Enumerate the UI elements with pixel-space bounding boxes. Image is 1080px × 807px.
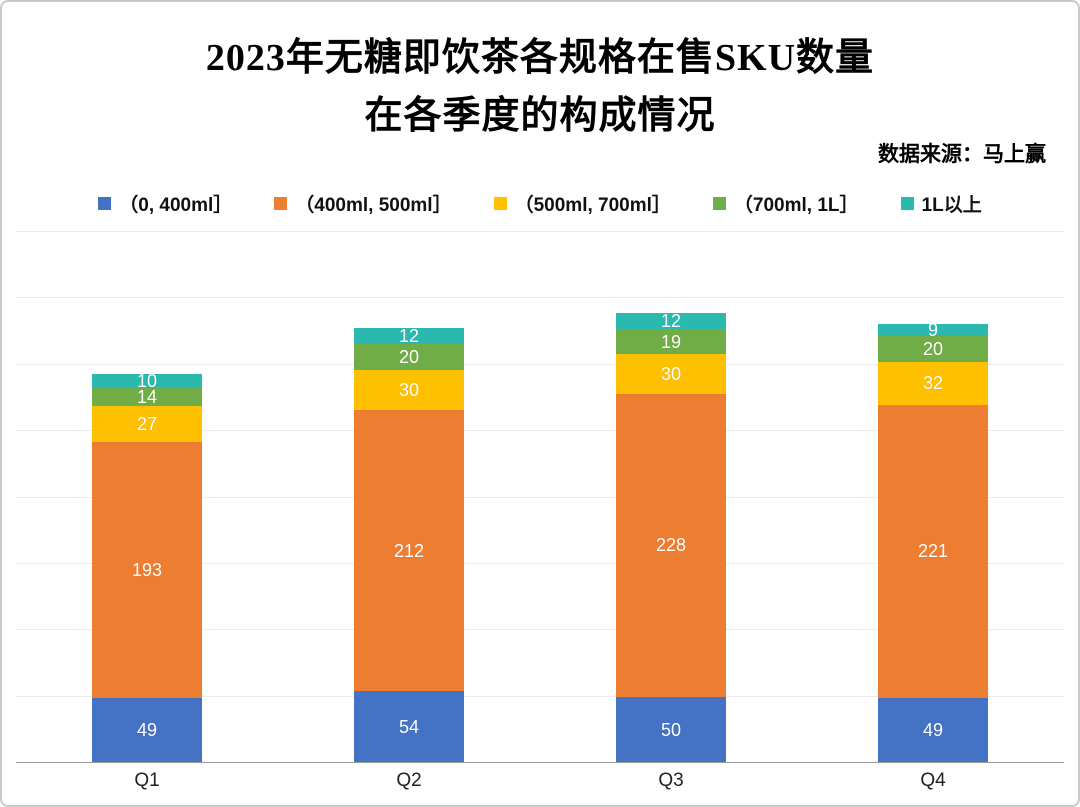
bar-value-label: 30 <box>660 364 682 385</box>
bar-value-label: 27 <box>136 413 158 434</box>
bar-segment: 49 <box>878 697 988 763</box>
bar-segment: 19 <box>616 328 726 355</box>
bar-value-label: 10 <box>136 370 158 391</box>
bar-value-label: 49 <box>922 720 944 741</box>
bar-segment: 27 <box>92 405 202 442</box>
bar-segment: 221 <box>878 404 988 698</box>
bar-segment: 30 <box>616 354 726 394</box>
x-axis-labels: Q1 Q2 Q3 Q4 <box>16 770 1064 792</box>
legend-swatch-icon <box>712 197 726 210</box>
bar-value-label: 12 <box>660 310 682 331</box>
bar-value-label: 19 <box>660 331 682 352</box>
gridline <box>16 231 1064 232</box>
bar-segment: 12 <box>616 310 726 331</box>
bar-value-label: 20 <box>922 338 944 359</box>
bar-value-label: 12 <box>398 325 420 346</box>
bars-container: 49 193 27 14 10 54 212 30 20 12 50 228 30 19 12 49 221 32… <box>16 232 1064 763</box>
legend-swatch-icon <box>493 197 507 210</box>
legend-item: （700ml, 1L］ <box>712 190 859 217</box>
legend-swatch-icon <box>98 197 112 210</box>
bar-value-label: 32 <box>922 373 944 394</box>
gridline <box>16 695 1064 697</box>
gridline <box>16 496 1064 498</box>
bar-value-label: 212 <box>393 540 425 561</box>
bar-value-label: 193 <box>131 559 163 580</box>
x-axis-baseline <box>16 762 1064 763</box>
bar-segment: 20 <box>354 343 464 371</box>
gridline <box>16 363 1064 365</box>
bar-value-label: 49 <box>136 720 158 741</box>
gridline <box>16 562 1064 564</box>
legend-swatch-icon <box>274 197 288 210</box>
chart-title-line1: 2023年无糖即饮茶各规格在售SKU数量 <box>205 37 875 79</box>
x-axis-label: Q3 <box>658 770 684 791</box>
bar-segment: 20 <box>878 335 988 363</box>
legend-label: （700ml, 1L］ <box>733 195 859 216</box>
gridline <box>16 629 1064 631</box>
bar-segment: 9 <box>878 319 988 340</box>
plot-area: 49 193 27 14 10 54 212 30 20 12 50 228 30 19 12 49 221 32… <box>16 231 1064 763</box>
bar-value-label: 228 <box>655 535 687 556</box>
bar-value-label: 9 <box>927 319 938 340</box>
legend-item: （500ml, 700ml］ <box>493 190 671 217</box>
x-axis-label: Q2 <box>396 770 422 791</box>
bar-segment: 193 <box>92 441 202 698</box>
bar-segment: 10 <box>92 370 202 391</box>
legend-swatch-icon <box>900 197 914 210</box>
data-source-note: 数据来源：马上赢 <box>878 143 1046 166</box>
bar-segment: 228 <box>616 393 726 697</box>
bar-segment: 49 <box>92 697 202 763</box>
legend-item: （400ml, 500ml］ <box>274 190 452 217</box>
bar-segment: 30 <box>354 370 464 410</box>
bar-segment: 14 <box>92 387 202 406</box>
chart-title-line2: 在各季度的构成情况 <box>364 95 716 137</box>
bar-Q2: 54 212 30 20 12 <box>354 325 464 763</box>
bar-segment: 50 <box>616 696 726 763</box>
bar-segment: 12 <box>354 325 464 346</box>
bar-segment: 212 <box>354 409 464 692</box>
bar-value-label: 20 <box>398 346 420 367</box>
bar-value-label: 14 <box>136 386 158 407</box>
legend-label: （500ml, 700ml］ <box>514 195 671 216</box>
legend-label: 1L以上 <box>921 195 982 216</box>
legend-item: （0, 400ml］ <box>98 190 232 217</box>
bar-Q3: 50 228 30 19 12 <box>616 310 726 763</box>
gridline <box>16 297 1064 299</box>
legend: （0, 400ml］ （400ml, 500ml］ （500ml, 700ml］ （7… <box>2 190 1078 217</box>
legend-label: （400ml, 500ml］ <box>295 195 452 216</box>
x-axis-label: Q1 <box>134 770 160 791</box>
bar-segment: 54 <box>354 691 464 763</box>
bar-value-label: 50 <box>660 719 682 740</box>
bar-segment: 32 <box>878 362 988 405</box>
bar-value-label: 30 <box>398 380 420 400</box>
bar-value-label: 54 <box>398 717 420 738</box>
legend-item: 1L以上 <box>900 190 982 217</box>
gridline <box>16 430 1064 432</box>
bar-value-label: 221 <box>917 541 949 562</box>
bar-Q1: 49 193 27 14 10 <box>92 370 202 763</box>
x-axis-label: Q4 <box>920 770 946 791</box>
legend-label: （0, 400ml］ <box>119 195 233 216</box>
bar-Q4: 49 221 32 20 9 <box>878 319 988 763</box>
